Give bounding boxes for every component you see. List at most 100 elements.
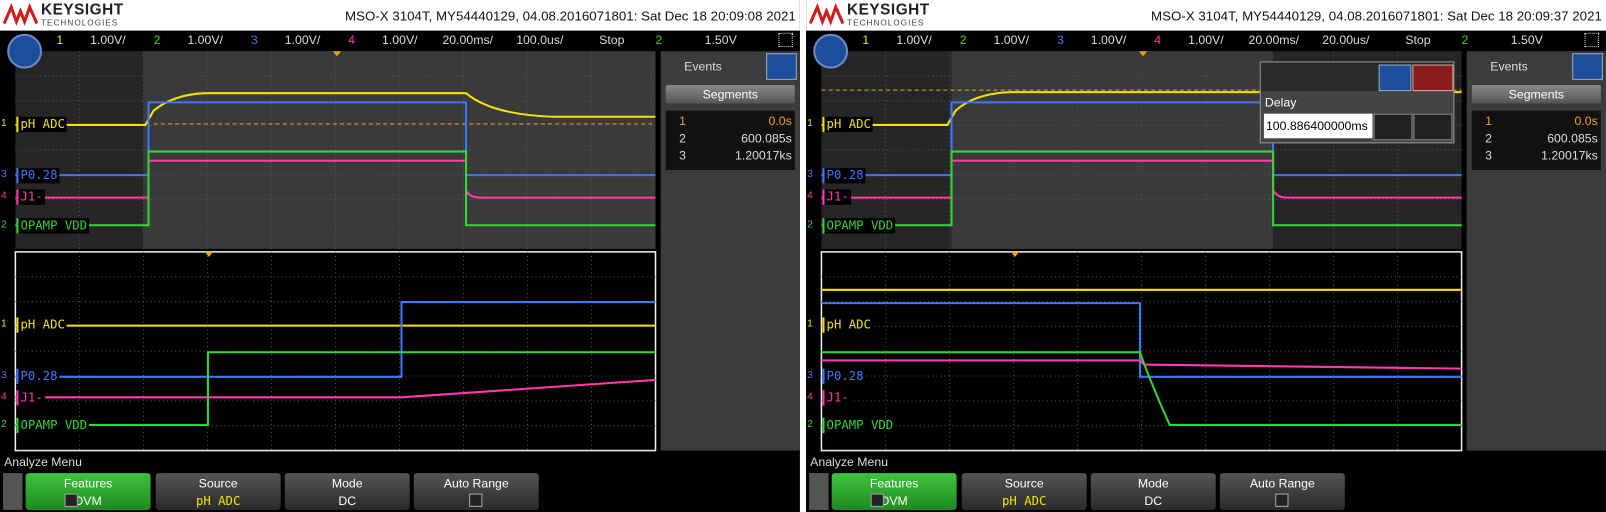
- waveform-trace: [15, 378, 656, 399]
- waveform-trace: [821, 101, 1462, 177]
- timebase: 20.00ms/: [442, 32, 494, 48]
- header-bar: KEYSIGHT TECHNOLOGIES MSO-X 3104T, MY54440…: [806, 0, 1606, 31]
- event-time: 600.085s: [1547, 131, 1598, 146]
- trace-label: pH ADC: [16, 317, 67, 333]
- ground-marker: 4: [807, 190, 813, 202]
- checkbox[interactable]: [469, 493, 483, 507]
- softkey-label: Features: [63, 476, 113, 491]
- waveform-trace: [821, 159, 1462, 199]
- dialog-menu-button[interactable]: [1378, 64, 1412, 92]
- trace-label: J1-: [16, 189, 45, 205]
- softkey[interactable]: Auto Range: [1219, 473, 1345, 510]
- softkey[interactable]: Source pH ADC: [961, 473, 1087, 510]
- ground-marker: 4: [807, 391, 813, 403]
- softkey[interactable]: Mode DC: [284, 473, 410, 510]
- event-index: 2: [1485, 131, 1492, 146]
- softkey-value: DC: [1144, 493, 1163, 508]
- delay-value[interactable]: 100.886400000ms: [1263, 113, 1373, 139]
- increase-button[interactable]: [1413, 113, 1453, 141]
- channel-scale: 1.00V/: [90, 32, 126, 48]
- softkey[interactable]: Auto Range: [413, 473, 539, 510]
- brand-name: KEYSIGHT: [847, 1, 930, 19]
- segments-button[interactable]: Segments: [1471, 84, 1601, 104]
- trace-label: OPAMP VDD: [16, 417, 90, 434]
- trace-label: J1-: [16, 390, 45, 406]
- channel-number: 4: [348, 32, 356, 48]
- waveform-trace: [821, 359, 1462, 370]
- trace-label: P0.28: [16, 167, 60, 184]
- trigger-level: 1.50V: [704, 32, 737, 48]
- ground-marker: 2: [1, 418, 7, 431]
- event-time: 600.085s: [741, 131, 792, 146]
- softkey-label: Source: [1004, 476, 1044, 491]
- ground-marker: 1: [807, 117, 813, 130]
- main-menu-button[interactable]: [7, 33, 42, 69]
- logo-wave: [809, 3, 844, 26]
- channel-bar: 1 1.00V/2 1.00V/3 1.00V/4 1.00V/20.00ms/100.…: [0, 30, 800, 50]
- trace-label: J1-: [822, 390, 851, 406]
- events-menu-button[interactable]: [766, 53, 797, 80]
- segments-button[interactable]: Segments: [665, 84, 795, 104]
- checkbox[interactable]: [64, 493, 78, 507]
- main-menu-button[interactable]: [813, 33, 849, 69]
- waveform-trace: [15, 150, 656, 227]
- softkey[interactable]: Features DVM: [25, 473, 151, 510]
- waveform-trace: [821, 150, 1462, 227]
- header-bar: KEYSIGHT TECHNOLOGIES MSO-X 3104T, MY54440…: [0, 0, 800, 31]
- decrease-button[interactable]: [1373, 113, 1413, 141]
- waveform-trace: [15, 101, 656, 177]
- acquire-icon: [778, 32, 793, 48]
- ground-marker: 4: [1, 391, 7, 403]
- channel-scale: 1.00V/: [1090, 32, 1127, 48]
- delay-marker: [204, 251, 214, 258]
- ground-marker: 1: [807, 318, 813, 330]
- softkey-value: DC: [338, 493, 357, 508]
- logo-icon: [3, 3, 38, 26]
- logo-icon: [809, 3, 844, 26]
- oscilloscope-screen: KEYSIGHT TECHNOLOGIES MSO-X 3104T, MY54440…: [0, 0, 800, 512]
- softkey-label: Auto Range: [1249, 476, 1315, 491]
- checkbox[interactable]: [1275, 493, 1289, 507]
- events-table: 1 0.0s 2 600.085s 3 1.20017ks: [1471, 110, 1601, 170]
- channel-number: 2: [153, 32, 161, 48]
- dialog-close-button[interactable]: [1412, 64, 1454, 92]
- trace-label: P0.28: [16, 368, 60, 385]
- brand-subtitle: TECHNOLOGIES: [40, 18, 119, 28]
- softkey-label: Source: [198, 476, 238, 491]
- softkey[interactable]: Mode DC: [1090, 473, 1216, 510]
- ground-marker: 2: [807, 418, 813, 431]
- softkey[interactable]: Features DVM: [831, 473, 957, 510]
- trigger-level: 1.50V: [1510, 32, 1543, 48]
- waveform-trace: [15, 351, 656, 426]
- events-menu-button[interactable]: [1572, 53, 1603, 80]
- trace-label: pH ADC: [822, 116, 874, 133]
- event-time: 0.0s: [768, 113, 792, 128]
- delay-label: Delay: [1264, 95, 1297, 110]
- menu-title: Analyze Menu: [4, 454, 82, 469]
- back-button[interactable]: [3, 473, 23, 510]
- softkey-value: DVM: [880, 493, 908, 508]
- channel-number: 3: [1057, 32, 1064, 48]
- checkbox[interactable]: [870, 493, 884, 507]
- brand-subtitle: TECHNOLOGIES: [847, 18, 925, 28]
- event-index: 1: [679, 113, 686, 128]
- back-button[interactable]: [809, 473, 829, 510]
- oscilloscope-screen: KEYSIGHT TECHNOLOGIES MSO-X 3104T, MY54440…: [806, 0, 1606, 512]
- waveform-display: [14, 51, 657, 452]
- softkey[interactable]: Source pH ADC: [155, 473, 281, 510]
- menu-title: Analyze Menu: [810, 454, 889, 469]
- ground-marker: 3: [807, 369, 813, 381]
- trace-label: P0.28: [822, 368, 866, 385]
- channel-number: 3: [250, 32, 258, 48]
- channel-scale: 1.00V/: [896, 32, 932, 48]
- trace-label: OPAMP VDD: [16, 218, 90, 234]
- ground-marker: 3: [1, 369, 7, 381]
- run-state: Stop: [599, 32, 625, 48]
- events-title: Events: [684, 59, 722, 74]
- trace-label: OPAMP VDD: [822, 218, 896, 234]
- softkey-value: pH ADC: [1002, 493, 1047, 508]
- channel-scale: 1.00V/: [1188, 32, 1224, 48]
- channel-number: 2: [959, 32, 967, 48]
